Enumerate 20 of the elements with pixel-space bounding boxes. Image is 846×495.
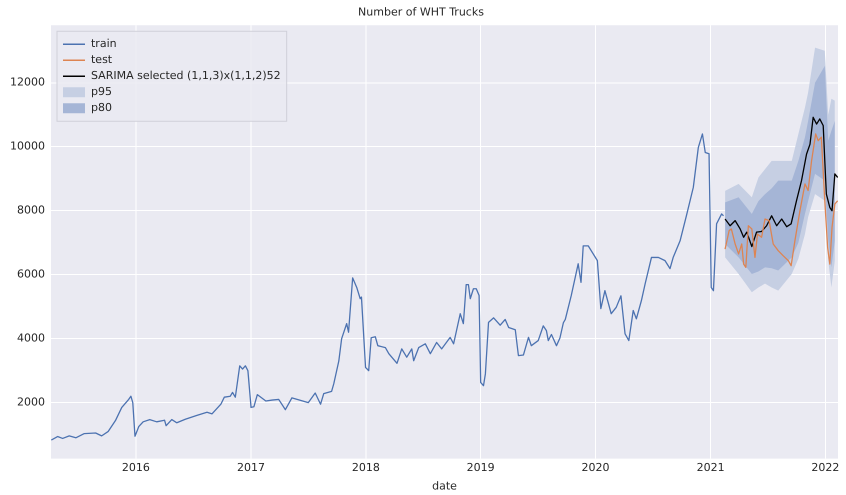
x-tick-label: 2019 — [466, 461, 495, 474]
chart-title: Number of WHT Trucks — [358, 5, 484, 18]
x-tick-label: 2017 — [237, 461, 266, 474]
y-tick-label: 2000 — [16, 395, 45, 408]
y-tick-label: 8000 — [16, 204, 45, 217]
legend-label: p95 — [90, 85, 112, 98]
legend-label: p80 — [90, 101, 112, 114]
x-tick-label: 2021 — [696, 461, 725, 474]
x-axis-title: date — [432, 479, 458, 492]
x-tick-label: 2018 — [352, 461, 380, 474]
legend-label: train — [90, 37, 117, 50]
y-tick-label: 6000 — [16, 268, 45, 281]
legend-label: SARIMA selected (1,1,3)x(1,1,2)52 — [90, 69, 281, 82]
x-tick-label: 2020 — [581, 461, 610, 474]
legend-label: test — [90, 53, 113, 66]
x-tick-label: 2022 — [811, 461, 840, 474]
y-tick-label: 4000 — [16, 332, 45, 345]
y-tick-label: 10000 — [10, 140, 45, 153]
x-tick-label: 2016 — [122, 461, 150, 474]
y-tick-label: 12000 — [10, 76, 45, 89]
